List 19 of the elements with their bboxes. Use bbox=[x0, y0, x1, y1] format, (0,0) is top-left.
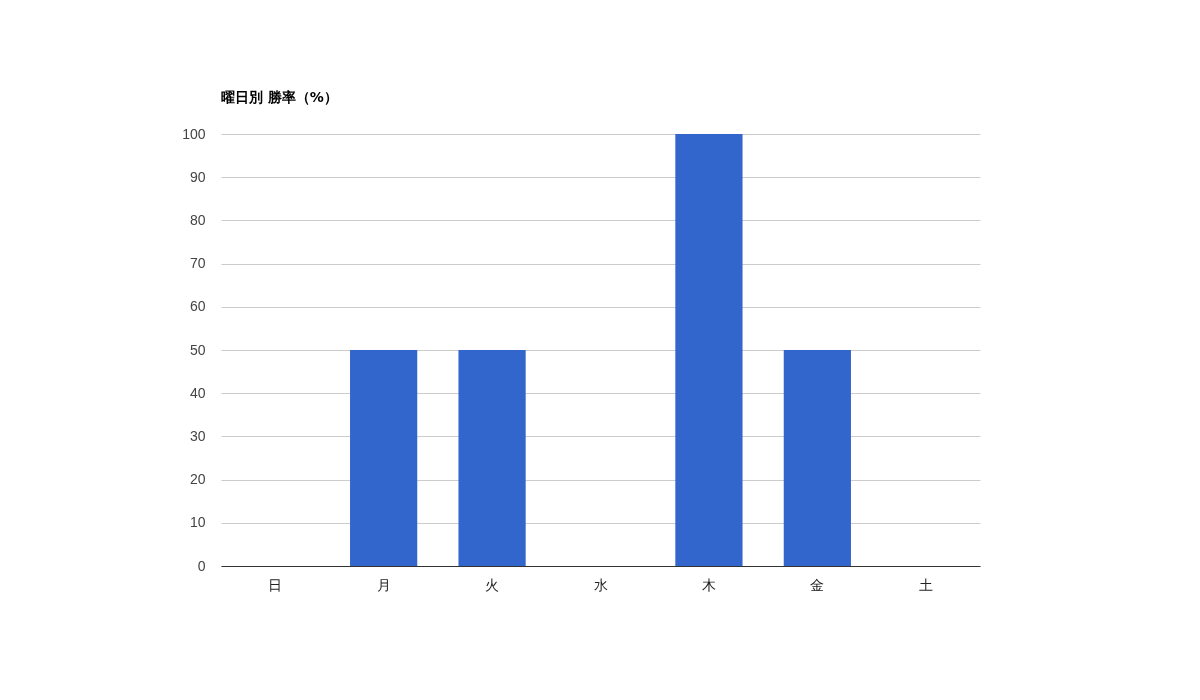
y-tick-label: 30 bbox=[189, 427, 206, 444]
y-tick-label: 10 bbox=[189, 514, 206, 531]
y-tick-label: 90 bbox=[189, 168, 206, 185]
x-tick-label: 水 bbox=[593, 576, 608, 593]
y-tick-label: 100 bbox=[182, 125, 206, 142]
y-tick-label: 60 bbox=[189, 298, 206, 315]
chart-title: 曜日別 勝率（%） bbox=[221, 89, 338, 105]
y-tick-label: 80 bbox=[189, 211, 206, 228]
y-tick-label: 40 bbox=[189, 384, 206, 401]
x-tick-label: 土 bbox=[918, 576, 933, 593]
x-tick-label: 日 bbox=[268, 576, 283, 593]
x-tick-label: 火 bbox=[485, 576, 500, 593]
y-tick-label: 20 bbox=[189, 471, 206, 488]
y-tick-label: 70 bbox=[189, 255, 206, 272]
x-tick-label: 月 bbox=[376, 576, 391, 593]
y-tick-label: 0 bbox=[197, 557, 206, 574]
y-tick-label: 50 bbox=[189, 341, 206, 358]
x-tick-label: 金 bbox=[810, 576, 825, 593]
x-tick-label: 木 bbox=[701, 576, 716, 593]
